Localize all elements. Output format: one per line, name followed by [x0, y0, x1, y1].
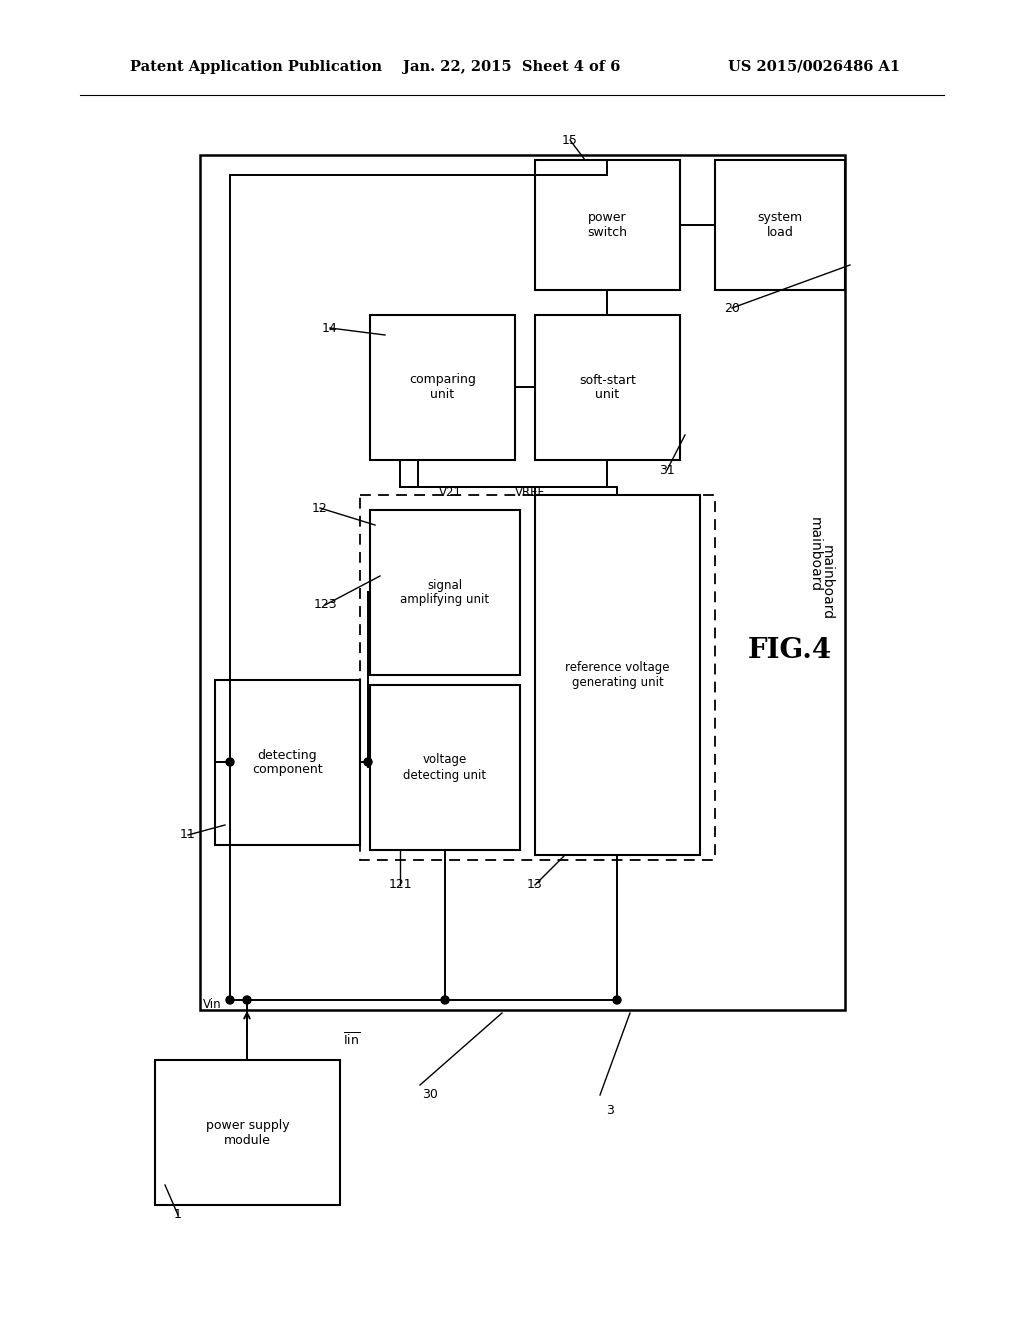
Text: 13: 13: [527, 879, 543, 891]
Circle shape: [243, 997, 251, 1005]
Text: FIG.4: FIG.4: [748, 636, 833, 664]
Text: 12: 12: [312, 502, 328, 515]
Circle shape: [226, 997, 234, 1005]
Text: signal
amplifying unit: signal amplifying unit: [400, 578, 489, 606]
Text: 3: 3: [606, 1104, 614, 1117]
Bar: [535, 160, 680, 290]
Text: Patent Application Publication: Patent Application Publication: [130, 59, 382, 74]
Bar: [715, 160, 845, 290]
Text: power supply
module: power supply module: [206, 1118, 290, 1147]
Circle shape: [226, 758, 234, 766]
Text: 30: 30: [422, 1089, 438, 1101]
Bar: [370, 315, 515, 459]
Text: 1: 1: [174, 1209, 182, 1221]
Text: voltage
detecting unit: voltage detecting unit: [403, 754, 486, 781]
Text: comparing
unit: comparing unit: [409, 374, 476, 401]
Text: 20: 20: [724, 301, 740, 314]
Text: Jan. 22, 2015  Sheet 4 of 6: Jan. 22, 2015 Sheet 4 of 6: [403, 59, 621, 74]
Text: 31: 31: [659, 463, 675, 477]
Text: $\overline{\rm Iin}$: $\overline{\rm Iin}$: [343, 1032, 360, 1048]
Text: Vin: Vin: [203, 998, 221, 1011]
Text: mainboard: mainboard: [820, 545, 834, 620]
Text: US 2015/0026486 A1: US 2015/0026486 A1: [728, 59, 900, 74]
Text: 15: 15: [562, 133, 578, 147]
Text: soft-start
unit: soft-start unit: [579, 374, 636, 401]
Bar: [360, 495, 715, 861]
Bar: [370, 685, 520, 850]
Circle shape: [441, 997, 449, 1005]
Text: 121: 121: [388, 879, 412, 891]
Bar: [155, 1060, 340, 1205]
Text: 123: 123: [313, 598, 337, 611]
Text: VREF: VREF: [515, 486, 545, 499]
Text: mainboard: mainboard: [808, 517, 822, 593]
Text: detecting
component: detecting component: [252, 748, 323, 776]
Bar: [535, 495, 700, 855]
Text: 11: 11: [180, 829, 196, 842]
Circle shape: [613, 997, 621, 1005]
Bar: [215, 680, 360, 845]
Circle shape: [364, 758, 372, 766]
Text: 14: 14: [323, 322, 338, 334]
Bar: [200, 154, 845, 1010]
Bar: [370, 510, 520, 675]
Text: reference voltage
generating unit: reference voltage generating unit: [565, 661, 670, 689]
Text: V21: V21: [438, 486, 462, 499]
Bar: [535, 315, 680, 459]
Text: power
switch: power switch: [588, 211, 628, 239]
Text: system
load: system load: [758, 211, 803, 239]
